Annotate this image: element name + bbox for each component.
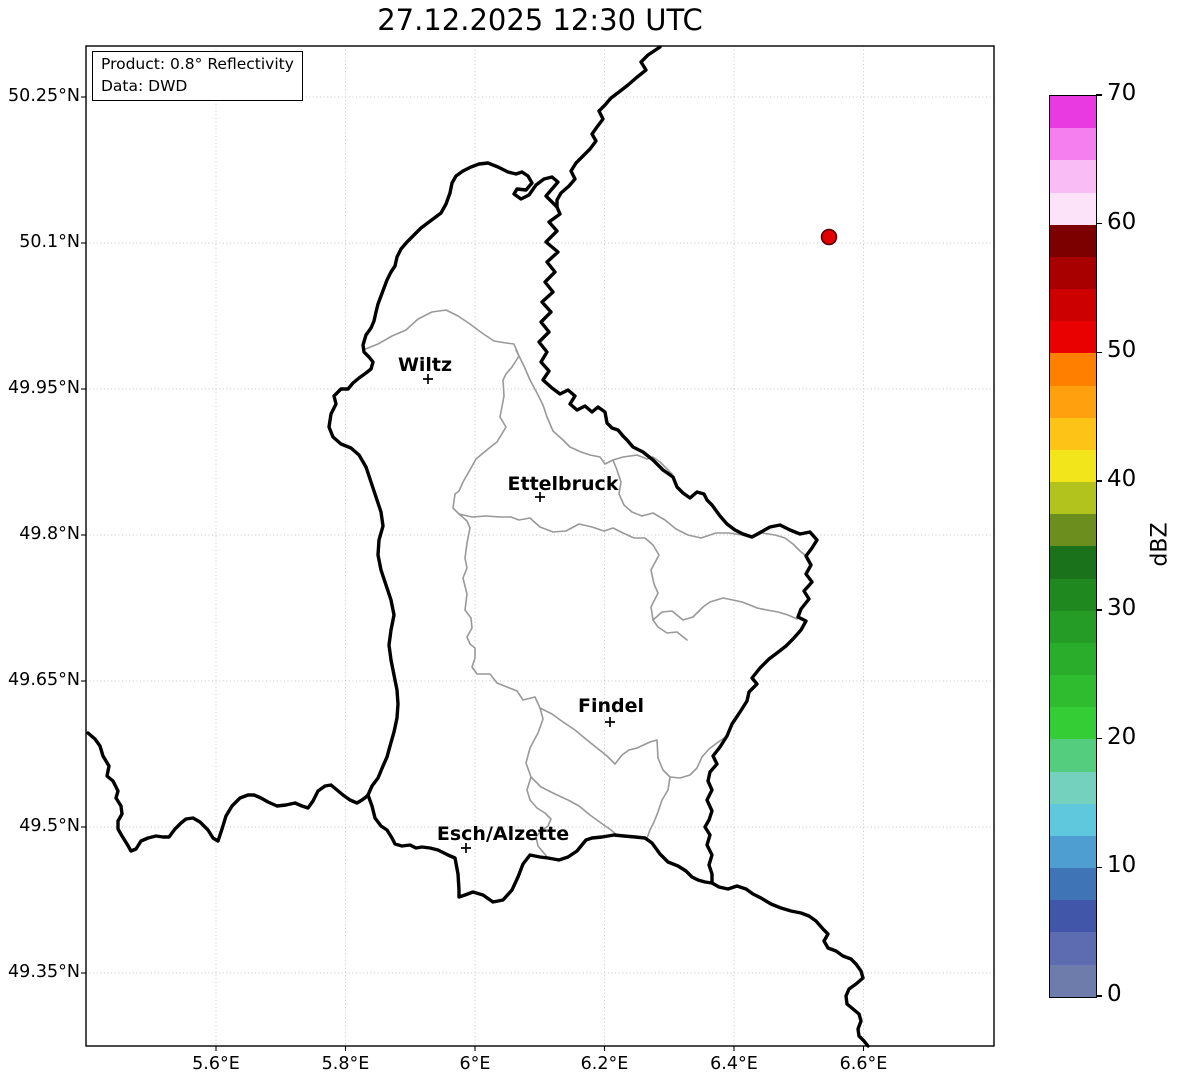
colorbar-tick-mark bbox=[1096, 351, 1102, 354]
colorbar-tick-mark bbox=[1096, 609, 1102, 611]
colorbar-tick-label: 60 bbox=[1107, 208, 1137, 235]
city-label-wiltz: Wiltz bbox=[398, 354, 452, 376]
district-border-line bbox=[362, 309, 619, 837]
district-border-line bbox=[652, 597, 798, 621]
colorbar-block bbox=[1050, 482, 1096, 515]
map-frame bbox=[85, 45, 995, 1047]
city-label-findel: Findel bbox=[578, 695, 644, 717]
colorbar-block bbox=[1050, 642, 1096, 676]
colorbar-block bbox=[1050, 932, 1096, 965]
colorbar-tick-label: 50 bbox=[1107, 337, 1137, 364]
colorbar-block bbox=[1050, 128, 1096, 161]
colorbar-block bbox=[1050, 385, 1096, 418]
district-border-line bbox=[526, 776, 552, 859]
info-box: Product: 0.8° Reflectivity Data: DWD bbox=[92, 51, 303, 102]
district-borders bbox=[362, 309, 807, 859]
colorbar-block bbox=[1050, 610, 1096, 643]
y-axis-tick-label: 50.25°N bbox=[8, 86, 80, 106]
city-marker-esch-alzette bbox=[461, 843, 471, 853]
france-germany-border bbox=[710, 881, 870, 1048]
colorbar-block bbox=[1050, 417, 1096, 450]
colorbar-block bbox=[1050, 868, 1096, 901]
colorbar-tick-label: 70 bbox=[1107, 80, 1137, 106]
colorbar-block bbox=[1050, 739, 1096, 772]
colorbar-tick-label: 40 bbox=[1107, 466, 1137, 493]
france-belgium-border bbox=[86, 731, 370, 853]
district-border-line bbox=[458, 513, 688, 641]
city-markers bbox=[423, 374, 615, 853]
colorbar-axis-label: dBZ bbox=[1147, 521, 1173, 567]
y-axis-tick-label: 49.65°N bbox=[8, 669, 80, 690]
colorbar-tick-mark bbox=[1096, 94, 1102, 96]
info-data-line: Data: DWD bbox=[101, 76, 188, 95]
x-axis-tick-label: 6.6°E bbox=[839, 1054, 888, 1074]
colorbar-block bbox=[1050, 289, 1096, 322]
colorbar-tick-mark bbox=[1096, 995, 1102, 997]
colorbar-block bbox=[1050, 675, 1096, 708]
x-axis-tick-label: 6.2°E bbox=[580, 1054, 629, 1074]
city-labels: Wiltz Ettelbruck Findel Esch/Alzette bbox=[398, 354, 644, 845]
colorbar-tick-label: 0 bbox=[1107, 981, 1122, 1007]
grid-layer bbox=[86, 46, 994, 1046]
y-axis-tick-label: 49.8°N bbox=[19, 523, 80, 544]
x-axis-tick-label: 6.4°E bbox=[710, 1054, 758, 1074]
district-border-line bbox=[646, 776, 671, 839]
x-axis-tick-label: 5.8°E bbox=[321, 1054, 370, 1074]
luxembourg-border bbox=[327, 161, 819, 904]
colorbar-tick-mark bbox=[1096, 480, 1102, 482]
colorbar-tick-mark bbox=[1096, 866, 1102, 869]
x-axis-tick-label: 5.6°E bbox=[192, 1054, 240, 1074]
colorbar-tick-label: 30 bbox=[1107, 594, 1137, 621]
colorbar-block bbox=[1050, 546, 1096, 579]
city-marker-ettelbruck bbox=[535, 492, 545, 502]
colorbar-block bbox=[1050, 321, 1096, 354]
district-border-line bbox=[612, 459, 807, 557]
city-marker-wiltz bbox=[423, 374, 433, 384]
y-axis-tick-label: 50.1°N bbox=[19, 231, 80, 252]
colorbar-block bbox=[1050, 578, 1096, 611]
y-axis-tick-label: 49.5°N bbox=[19, 815, 80, 836]
colorbar-block bbox=[1050, 192, 1096, 225]
y-axis-tick-label: 49.35°N bbox=[8, 961, 80, 982]
city-label-ettelbruck: Ettelbruck bbox=[508, 473, 619, 495]
district-border-line bbox=[539, 707, 725, 779]
colorbar-block bbox=[1050, 224, 1096, 257]
colorbar-block bbox=[1050, 96, 1096, 129]
y-axis-tick-label: 49.95°N bbox=[8, 377, 80, 398]
colorbar bbox=[1049, 95, 1097, 998]
plot-title: 27.12.2025 12:30 UTC bbox=[377, 3, 703, 37]
colorbar-tick-mark bbox=[1096, 737, 1102, 740]
info-product-line: Product: 0.8° Reflectivity bbox=[101, 55, 294, 73]
colorbar-block bbox=[1050, 256, 1096, 290]
city-marker-findel bbox=[605, 717, 615, 727]
country-borders bbox=[86, 45, 870, 1048]
colorbar-block bbox=[1050, 514, 1096, 547]
colorbar-block bbox=[1050, 803, 1096, 836]
radar-site-marker bbox=[820, 228, 838, 246]
colorbar-tick-label: 10 bbox=[1107, 852, 1137, 879]
colorbar-block bbox=[1050, 771, 1096, 804]
colorbar-block bbox=[1050, 900, 1096, 933]
colorbar-tick-mark bbox=[1096, 222, 1102, 225]
x-axis-tick-label: 6°E bbox=[459, 1054, 491, 1074]
colorbar-block bbox=[1050, 449, 1096, 483]
axis-ticks-layer bbox=[81, 96, 865, 1051]
colorbar-block bbox=[1050, 707, 1096, 740]
colorbar-block bbox=[1050, 353, 1096, 386]
colorbar-tick-label: 20 bbox=[1107, 723, 1137, 750]
colorbar-block bbox=[1050, 964, 1096, 997]
colorbar-block bbox=[1050, 160, 1096, 193]
city-label-esch-alzette: Esch/Alzette bbox=[437, 823, 569, 845]
colorbar-block bbox=[1050, 835, 1096, 869]
belgium-germany-border bbox=[555, 45, 662, 209]
